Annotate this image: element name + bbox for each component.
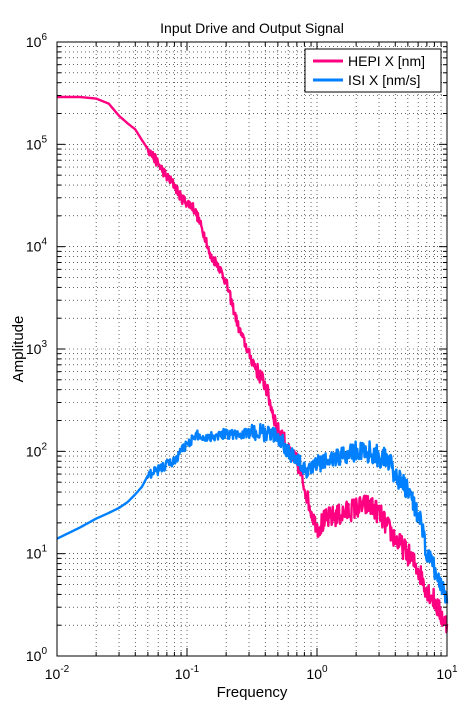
ticks: 10-2 10-1 100 101 100 101 102 103 104 105 106 bbox=[26, 32, 458, 682]
y-tick-label: 101 bbox=[26, 544, 48, 562]
y-tick-label: 102 bbox=[26, 441, 48, 459]
y-tick-label: 100 bbox=[26, 646, 48, 664]
x-axis-label: Frequency bbox=[217, 684, 288, 701]
x-tick-label: 101 bbox=[436, 664, 458, 682]
series-line-0 bbox=[56, 95, 449, 634]
series-layer bbox=[56, 95, 449, 634]
x-tick-label: 10-2 bbox=[45, 664, 70, 682]
y-tick-label: 104 bbox=[26, 237, 48, 255]
legend: HEPI X [nm] ISI X [nm/s] bbox=[304, 48, 442, 93]
y-tick-label: 106 bbox=[26, 32, 48, 50]
y-tick-label: 105 bbox=[26, 134, 48, 152]
legend-box bbox=[304, 48, 442, 93]
y-tick-label: 103 bbox=[26, 339, 48, 357]
y-axis-label: Amplitude bbox=[10, 316, 27, 383]
legend-label-isi: ISI X [nm/s] bbox=[348, 72, 420, 88]
chart-title: Input Drive and Output Signal bbox=[160, 20, 344, 36]
x-tick-label: 100 bbox=[306, 664, 328, 682]
x-tick-label: 10-1 bbox=[175, 664, 200, 682]
legend-label-hepi: HEPI X [nm] bbox=[348, 53, 425, 69]
series-line-1 bbox=[56, 423, 449, 604]
